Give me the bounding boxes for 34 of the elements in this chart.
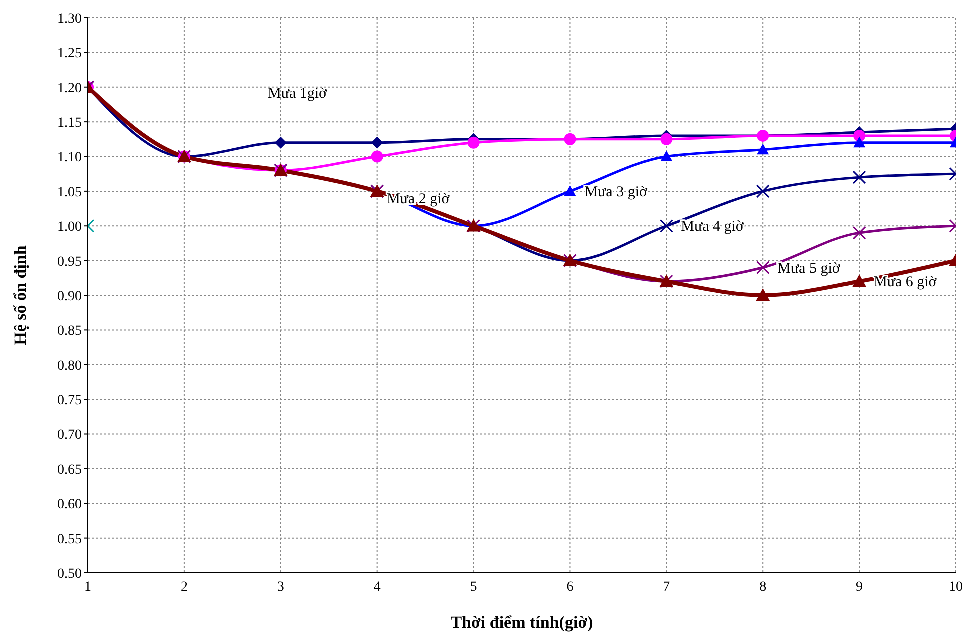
x-axis-title: Thời điểm tính(giờ) xyxy=(450,613,594,632)
x-tick-label: 10 xyxy=(949,580,963,595)
annotation: Mưa 5 giờ xyxy=(778,260,842,277)
y-tick-label: 0.55 xyxy=(58,532,82,548)
y-tick-label: 1.10 xyxy=(58,150,82,166)
y-tick-label: 1.15 xyxy=(58,116,82,132)
y-tick-label: 1.20 xyxy=(58,81,82,96)
y-tick-label: 0.60 xyxy=(58,498,82,513)
y-tick-label: 1.25 xyxy=(58,46,82,62)
x-tick-label: 9 xyxy=(856,580,864,595)
y-axis-title: Hệ số ổn định xyxy=(11,245,30,346)
y-tick-label: 1.00 xyxy=(58,220,82,236)
x-tick-label: 5 xyxy=(470,580,478,595)
annotation: Mưa 1giờ xyxy=(268,86,327,103)
x-tick-label: 1 xyxy=(84,580,92,595)
y-tick-label: 0.75 xyxy=(58,394,82,409)
x-tick-label: 2 xyxy=(180,580,188,595)
y-tick-label: 0.95 xyxy=(58,254,82,270)
x-tick-label: 8 xyxy=(760,580,767,595)
y-tick-label: 0.70 xyxy=(58,428,82,444)
x-tick-label: 7 xyxy=(663,580,670,595)
y-tick-label: 0.90 xyxy=(58,289,82,304)
annotation: Mưa 4 giờ xyxy=(681,219,745,236)
y-tick-label: 1.05 xyxy=(58,185,82,200)
annotation: Mưa 6 giờ xyxy=(874,274,938,291)
y-tick-label: 1.30 xyxy=(58,12,82,27)
annotation: Mưa 3 giờ xyxy=(584,184,648,200)
x-tick-label: 4 xyxy=(374,580,381,595)
y-tick-label: 0.65 xyxy=(58,462,82,478)
x-tick-label: 3 xyxy=(277,580,284,595)
y-tick-label: 0.85 xyxy=(58,324,82,340)
x-tick-label: 6 xyxy=(566,580,574,595)
y-tick-label: 0.80 xyxy=(58,358,82,374)
y-tick-label: 0.50 xyxy=(58,566,82,582)
